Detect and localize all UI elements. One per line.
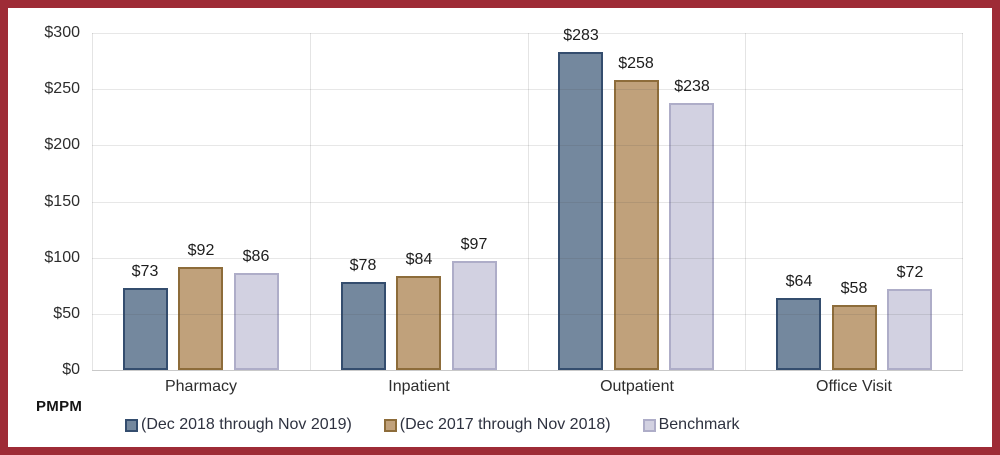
bar-value-label: $97 (460, 236, 488, 253)
bar-value-label: $72 (896, 264, 924, 281)
y-tick-label: $100 (44, 249, 80, 266)
legend-item-label: (Dec 2018 through Nov 2019) (141, 416, 352, 433)
bar (614, 80, 659, 370)
bar-value-label: $258 (618, 55, 654, 72)
gridline-v (528, 33, 529, 370)
y-tick-label: $0 (62, 361, 80, 378)
bar (341, 282, 386, 370)
bar-value-label: $84 (405, 251, 433, 268)
bar (396, 276, 441, 370)
bar (123, 288, 168, 370)
bar-value-label: $64 (785, 273, 813, 290)
bar-value-label: $78 (349, 257, 377, 274)
plot-area: $73 $92 $86 $78 $84 $97 $283 $258 $238 $64 $58 $72 (92, 27, 963, 371)
y-tick-label: $200 (44, 136, 80, 153)
bar (776, 298, 821, 370)
legend-item-label: (Dec 2017 through Nov 2018) (399, 416, 611, 433)
bar (234, 273, 279, 370)
legend-item-label: Benchmark (658, 416, 740, 433)
gridline-v (962, 33, 963, 370)
y-tick-label: $150 (44, 193, 80, 210)
bar-value-label: $73 (131, 263, 159, 280)
x-category-label: Office Visit (816, 378, 892, 395)
legend-marker-icon (383, 418, 397, 432)
x-category-label: Inpatient (388, 378, 450, 395)
legend-marker-icon (642, 418, 656, 432)
legend-item: (Dec 2017 through Nov 2018) (383, 416, 611, 434)
legend: (Dec 2018 through Nov 2019) (Dec 2017 thr… (125, 416, 740, 434)
bar-value-label: $238 (674, 78, 710, 95)
bar (558, 52, 603, 370)
bar (887, 289, 932, 370)
bar-value-label: $92 (187, 242, 215, 259)
pmpm-label: PMPM (36, 398, 83, 415)
legend-item: (Dec 2018 through Nov 2019) (125, 416, 352, 434)
bar (452, 261, 497, 370)
gridline-v (310, 33, 311, 370)
bar-value-label: $283 (563, 27, 599, 44)
y-tick-label: $250 (44, 80, 80, 97)
y-tick-label: $300 (44, 24, 80, 41)
bar (832, 305, 877, 370)
bar (669, 103, 714, 370)
x-category-label: Outpatient (600, 378, 674, 395)
x-category-label: Pharmacy (164, 378, 238, 395)
legend-item: Benchmark (642, 416, 740, 434)
y-tick-label: $50 (53, 305, 80, 322)
bar-value-label: $58 (840, 280, 868, 297)
gridline-v (745, 33, 746, 370)
gridline-v (92, 33, 93, 370)
legend-marker-icon (125, 418, 138, 432)
bar-value-label: $86 (242, 248, 270, 265)
bar (178, 267, 223, 370)
